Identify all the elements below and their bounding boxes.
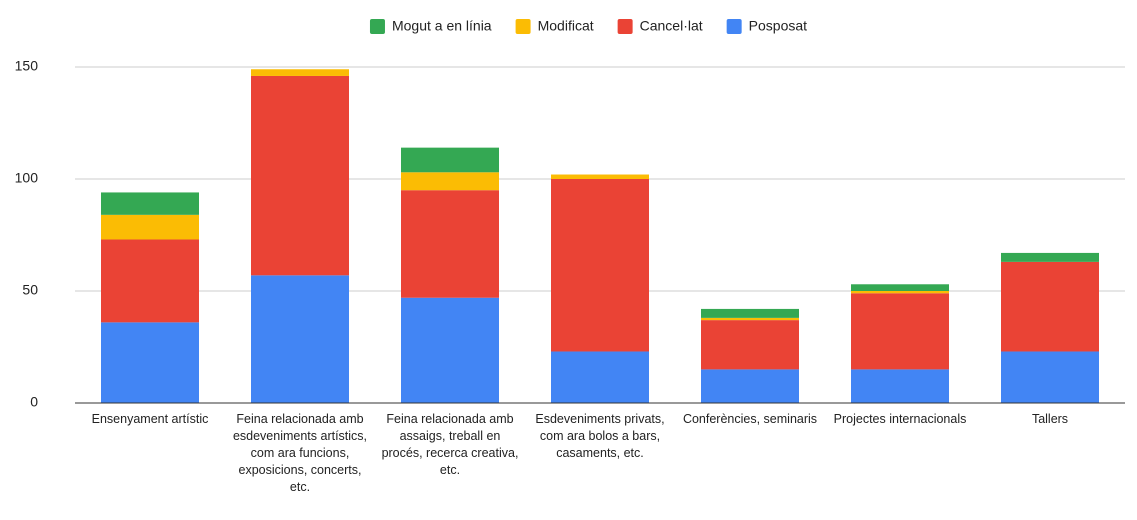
- bar-segment: [851, 293, 949, 370]
- y-tick-label: 100: [15, 170, 39, 186]
- bar-segment: [701, 320, 799, 370]
- bar-segment: [1001, 252, 1099, 262]
- bar-segment: [851, 284, 949, 291]
- bar-segment: [551, 174, 649, 179]
- y-tick-label: 50: [22, 282, 38, 298]
- x-tick-label: Ensenyament artístic: [91, 412, 209, 426]
- bar-segment: [101, 239, 199, 323]
- x-tick-label: Esdeveniments privats, com ara bolos a b…: [535, 412, 665, 460]
- x-tick-label: Feina relacionada amb esdeveniments artí…: [232, 412, 368, 494]
- legend-label: Posposat: [749, 18, 807, 34]
- x-tick-label: Projectes internacionals: [833, 412, 967, 426]
- bar-segment: [101, 322, 199, 403]
- x-tick-label: Feina relacionada amb assaigs, treball e…: [381, 412, 519, 477]
- y-tick-label: 0: [30, 394, 38, 410]
- legend-label: Cancel·lat: [640, 18, 703, 34]
- bar-segment: [701, 308, 799, 318]
- bar-segment: [1001, 351, 1099, 403]
- bar-segment: [101, 192, 199, 215]
- bar-segment: [851, 369, 949, 403]
- x-tick-label: Conferències, seminaris: [682, 412, 818, 426]
- legend-swatch: [369, 19, 385, 34]
- bar-segment: [401, 297, 499, 403]
- bar-segment: [401, 190, 499, 298]
- legend-swatch: [726, 19, 742, 34]
- bar-segment: [851, 291, 949, 294]
- bar-segment: [401, 172, 499, 191]
- bar-segment: [251, 69, 349, 76]
- bar-segment: [101, 214, 199, 240]
- legend-label: Modificat: [538, 18, 594, 34]
- bar-segment: [1001, 261, 1099, 352]
- bar-segment: [251, 75, 349, 276]
- bar-segment: [401, 147, 499, 173]
- legend-swatch: [515, 19, 531, 34]
- x-tick-label: Tallers: [1031, 412, 1069, 426]
- bar-segment: [701, 317, 799, 321]
- bar-segment: [551, 179, 649, 352]
- legend-label: Mogut a en línia: [392, 18, 492, 34]
- bar-segment: [701, 369, 799, 403]
- bar-segment: [551, 351, 649, 403]
- bar-segment: [251, 275, 349, 403]
- legend-swatch: [617, 19, 633, 34]
- y-tick-label: 150: [15, 58, 39, 74]
